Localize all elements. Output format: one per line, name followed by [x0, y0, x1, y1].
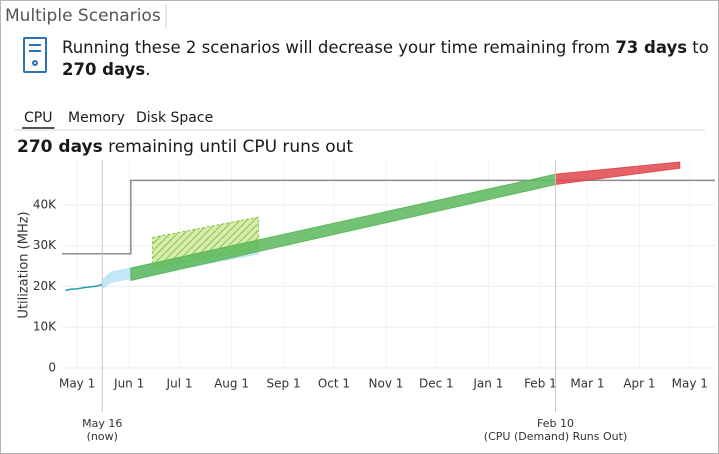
- message-new-days: 270 days: [62, 60, 145, 79]
- y-tick-label: 20K: [33, 279, 57, 293]
- server-icon: [23, 37, 47, 73]
- tab[interactable]: CPU: [24, 110, 52, 126]
- chart-heading: 270 days remaining until CPU runs out: [17, 137, 353, 157]
- message-old-days: 73 days: [615, 38, 687, 57]
- annotation-sublabel: (now): [87, 430, 118, 443]
- heading-text: remaining until CPU runs out: [103, 137, 354, 157]
- message-text: to: [687, 38, 709, 57]
- x-tick-label: Nov 1: [369, 377, 404, 391]
- y-axis-label: Utilization (MHz): [17, 211, 32, 318]
- message-text: .: [145, 60, 150, 79]
- message-line: Running these 2 scenarios will decrease …: [62, 38, 709, 57]
- tab[interactable]: Memory: [68, 110, 125, 126]
- x-tick-label: Jun 1: [113, 377, 144, 391]
- x-tick-label: May 1: [672, 377, 708, 391]
- annotation-label: May 16: [82, 417, 122, 430]
- x-tick-label: Jul 1: [166, 377, 193, 391]
- y-tick-label: 40K: [33, 197, 57, 211]
- line-series: [65, 283, 103, 292]
- y-tick-label: 0: [48, 361, 56, 375]
- x-tick-label: May 1: [59, 377, 95, 391]
- line-series: [62, 179, 715, 255]
- x-tick-label: Apr 1: [623, 377, 655, 391]
- x-tick-label: Feb 1: [524, 377, 557, 391]
- hatched-band: [152, 216, 259, 269]
- x-tick-label: Mar 1: [570, 377, 604, 391]
- message-text: Running these 2 scenarios will decrease …: [62, 38, 615, 57]
- title-bar: [1, 1, 166, 28]
- heading-days: 270 days: [17, 137, 103, 157]
- y-tick-label: 10K: [33, 320, 57, 334]
- annotation-sublabel: (CPU (Demand) Runs Out): [484, 430, 627, 443]
- x-tick-label: Dec 1: [419, 377, 454, 391]
- y-tick-label: 30K: [33, 238, 57, 252]
- x-tick-label: Jan 1: [472, 377, 503, 391]
- annotation-label: Feb 10: [537, 417, 574, 430]
- x-tick-label: Sep 1: [267, 377, 301, 391]
- x-tick-label: Aug 1: [214, 377, 249, 391]
- x-tick-label: Oct 1: [318, 377, 350, 391]
- window-title: Multiple Scenarios: [5, 6, 161, 26]
- tab[interactable]: Disk Space: [136, 110, 213, 126]
- message-line: 270 days.: [62, 60, 150, 79]
